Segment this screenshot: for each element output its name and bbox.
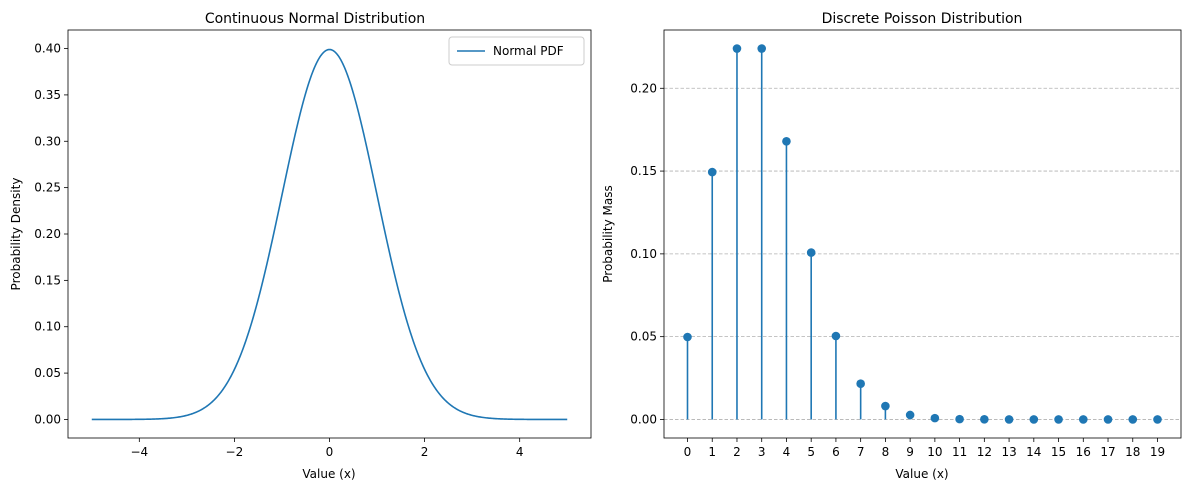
stem-marker <box>980 414 989 424</box>
normal-chart: Continuous Normal Distribution 0.000.050… <box>9 11 592 481</box>
stem-marker <box>683 332 692 342</box>
y-tick-label: 0.15 <box>34 273 61 287</box>
stem-marker <box>782 136 791 146</box>
x-tick-label: 17 <box>1100 445 1115 459</box>
y-tick-label: 0.20 <box>630 81 657 95</box>
y-tick-label: 0.25 <box>34 181 61 195</box>
stem-marker <box>757 44 767 53</box>
poisson-plot-frame <box>663 29 1182 439</box>
x-tick-label: 1 <box>708 445 716 459</box>
stem-marker <box>707 167 717 177</box>
normal-chart-title: Continuous Normal Distribution <box>205 11 425 27</box>
x-tick-label: 3 <box>758 445 766 459</box>
stem-marker <box>1029 415 1039 424</box>
x-tick-label: 2 <box>421 445 429 459</box>
poisson-y-ticks: 0.00 0.05 0.10 0.15 0.20 <box>630 81 664 426</box>
stem-marker <box>881 401 890 411</box>
poisson-chart: Discrete Poisson Distribution 0.000.050.… <box>601 11 1182 481</box>
y-tick-label: 0.00 <box>34 412 61 426</box>
x-tick-label: 15 <box>1051 445 1066 459</box>
y-tick-label: 0.10 <box>630 247 657 261</box>
poisson-x-ticks: 0 1 2 3 4 5 6 7 8 9 10 11 12 13 14 15 16 17 18 19 <box>684 438 1165 459</box>
normal-plot-frame <box>67 29 592 439</box>
legend-label-normal-pdf: Normal PDF <box>493 44 564 58</box>
x-tick-label: 6 <box>832 445 840 459</box>
x-tick-label: 19 <box>1150 445 1165 459</box>
legend-box <box>448 36 585 66</box>
stem-marker <box>1153 415 1162 424</box>
stem-marker <box>1128 415 1138 424</box>
stem-marker <box>905 410 915 420</box>
poisson-grid <box>664 87 1181 420</box>
stem-marker <box>955 414 964 424</box>
stem-marker <box>1054 415 1063 424</box>
poisson-x-axis-label: Value (x) <box>895 467 948 481</box>
y-tick-label: 0.05 <box>630 330 657 344</box>
poisson-chart-title: Discrete Poisson Distribution <box>822 11 1023 27</box>
poisson-stems <box>683 44 1162 424</box>
y-tick-label: 0.35 <box>34 88 61 102</box>
y-tick-label: 0.10 <box>34 320 61 334</box>
x-tick-label: 7 <box>857 445 865 459</box>
normal-pdf-line <box>91 48 568 421</box>
x-tick-label: 18 <box>1125 445 1140 459</box>
x-tick-label: 11 <box>952 445 967 459</box>
x-tick-label: 12 <box>977 445 992 459</box>
stem-marker <box>930 413 940 423</box>
x-tick-label: 10 <box>927 445 942 459</box>
stem-marker <box>732 44 742 53</box>
normal-y-ticks: 0.00 0.05 0.10 0.15 0.20 0.25 0.30 0.35 0.40 <box>34 42 68 426</box>
y-tick-label: 0.15 <box>630 164 657 178</box>
stem-marker <box>806 248 816 257</box>
x-tick-label: −4 <box>130 445 148 459</box>
stem-marker <box>1103 415 1113 424</box>
x-tick-label: 5 <box>807 445 815 459</box>
x-tick-label: −2 <box>226 445 244 459</box>
x-tick-label: 0 <box>684 445 692 459</box>
stem-marker <box>1078 415 1088 424</box>
poisson-y-axis-label: Probability Mass <box>601 185 615 282</box>
y-tick-label: 0.20 <box>34 227 61 241</box>
stem-marker <box>1004 415 1014 424</box>
y-tick-label: 0.00 <box>630 412 657 426</box>
x-tick-label: 8 <box>882 445 890 459</box>
stem-marker <box>831 331 841 341</box>
normal-x-axis-label: Value (x) <box>302 467 355 481</box>
x-tick-label: 14 <box>1026 445 1041 459</box>
x-tick-label: 9 <box>906 445 914 459</box>
y-tick-label: 0.05 <box>34 366 61 380</box>
y-tick-label: 0.40 <box>34 42 61 56</box>
normal-y-axis-label: Probability Density <box>9 178 23 291</box>
y-tick-label: 0.30 <box>34 134 61 148</box>
x-tick-label: 0 <box>326 445 334 459</box>
normal-x-ticks: −4 −2 0 2 4 <box>130 438 524 459</box>
stem-marker <box>856 379 865 388</box>
x-tick-label: 13 <box>1001 445 1016 459</box>
x-tick-label: 16 <box>1076 445 1091 459</box>
x-tick-label: 4 <box>783 445 791 459</box>
normal-legend: Normal PDF <box>448 36 585 66</box>
x-tick-label: 2 <box>733 445 741 459</box>
x-tick-label: 4 <box>516 445 524 459</box>
